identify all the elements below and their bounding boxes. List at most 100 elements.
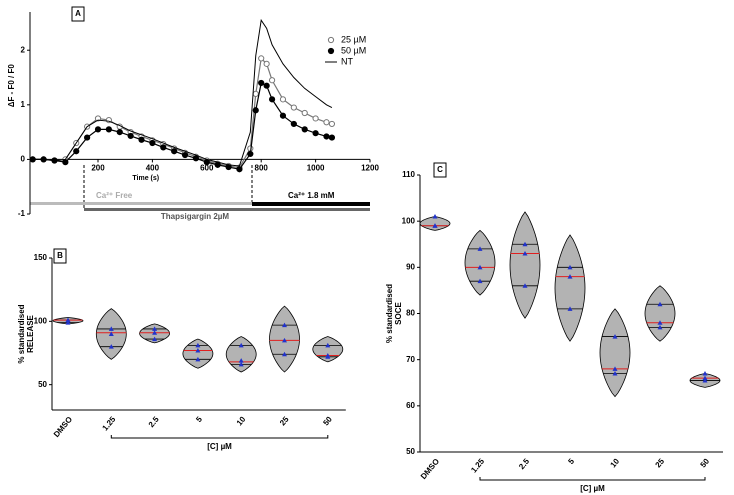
- y-tick-label: 0: [21, 155, 26, 164]
- data-point: [612, 334, 618, 339]
- y-axis-label: RELEASE: [26, 314, 35, 352]
- y-tick-label: 100: [34, 316, 48, 325]
- data-point: [702, 371, 708, 376]
- data-point: [567, 274, 573, 279]
- data-point: [328, 134, 336, 141]
- data-point: [282, 351, 287, 357]
- data-point: [432, 223, 438, 228]
- y-tick-label: 80: [406, 309, 415, 318]
- y-tick-label: 90: [406, 262, 415, 271]
- data-point: [238, 361, 244, 367]
- data-point: [657, 320, 663, 325]
- data-point: [279, 96, 287, 103]
- violin: [644, 285, 676, 342]
- x-tick-label: 1200: [361, 164, 379, 173]
- data-point: [62, 159, 69, 166]
- y-tick-label: 110: [402, 170, 415, 179]
- data-point: [152, 336, 158, 342]
- data-point: [325, 354, 331, 359]
- x-tick-label: 10: [609, 456, 622, 469]
- series-line: [32, 18, 333, 167]
- data-point: [657, 301, 663, 307]
- data-point: [325, 342, 331, 348]
- y-axis-label: SOCE: [394, 302, 403, 325]
- data-point: [312, 115, 319, 122]
- x-tick-label: 400: [146, 164, 160, 173]
- group-bracket: [110, 435, 329, 439]
- data-point: [195, 342, 201, 348]
- group-bracket: [479, 477, 706, 481]
- x-tick-label: 2.5: [517, 456, 531, 471]
- annotation: Thapsigargin 2µM: [161, 212, 230, 221]
- x-tick-label: 25: [654, 456, 667, 469]
- data-point: [522, 250, 528, 256]
- data-point: [192, 155, 200, 162]
- data-point: [84, 134, 91, 141]
- y-tick-label: 2: [21, 45, 26, 54]
- data-point: [152, 326, 158, 331]
- panel-label-box: [433, 162, 447, 178]
- legend-swatch: [327, 47, 335, 55]
- y-tick-label: 70: [406, 355, 415, 364]
- data-point: [195, 347, 201, 353]
- data-point: [65, 317, 71, 323]
- data-point: [116, 129, 123, 136]
- ca-free-bar: [30, 202, 252, 205]
- y-tick-label: -1: [18, 209, 26, 218]
- data-point: [258, 55, 265, 62]
- data-point: [181, 151, 189, 159]
- panel-label: A: [75, 9, 81, 18]
- x-tick-label: 5: [194, 414, 204, 424]
- panel-label-box: [71, 6, 85, 22]
- data-point: [171, 148, 178, 155]
- violin: [554, 234, 586, 342]
- data-point: [612, 366, 618, 371]
- data-point: [108, 331, 114, 336]
- x-tick-label: 2.5: [147, 414, 161, 429]
- data-point: [477, 246, 483, 251]
- group-label: [C] µM: [207, 442, 232, 451]
- x-tick-label: DMSO: [419, 457, 441, 481]
- data-point: [567, 306, 573, 311]
- data-point: [263, 82, 270, 89]
- data-point: [108, 344, 114, 349]
- y-tick-label: 150: [34, 253, 48, 262]
- x-tick-label: 200: [91, 164, 105, 173]
- data-point: [282, 337, 287, 343]
- panel-label-box: [53, 248, 67, 264]
- y-tick-label: 50: [406, 447, 415, 456]
- data-point: [282, 322, 287, 328]
- data-point: [73, 148, 80, 155]
- data-point: [301, 109, 308, 117]
- x-tick-label: 1.25: [101, 414, 118, 432]
- annotation: Ca²⁺ 1.8 mM: [288, 191, 335, 200]
- data-point: [268, 96, 276, 103]
- panel-label: C: [437, 165, 443, 174]
- data-point: [268, 77, 276, 84]
- data-point: [279, 112, 287, 119]
- ca-bar: [252, 202, 370, 206]
- data-point: [702, 375, 708, 381]
- y-axis-label: ΔF - F0 / F0: [7, 64, 16, 108]
- x-tick-label: 800: [255, 164, 269, 173]
- data-point: [127, 132, 134, 140]
- data-point: [477, 264, 483, 270]
- y-axis-label: % standardised: [17, 304, 26, 363]
- data-point: [301, 126, 308, 133]
- data-point: [258, 79, 265, 87]
- violin: [464, 229, 496, 296]
- data-point: [247, 150, 254, 158]
- x-tick-label: 50: [321, 414, 334, 427]
- violin: [182, 338, 214, 369]
- data-point: [160, 144, 167, 151]
- legend-swatch: [327, 36, 335, 44]
- y-tick-label: 100: [402, 216, 416, 225]
- y-axis-label: % standardised: [385, 284, 394, 343]
- y-tick-label: 1: [21, 100, 26, 109]
- data-point: [657, 324, 663, 330]
- x-tick-label: 25: [278, 414, 291, 427]
- data-point: [238, 358, 244, 363]
- data-point: [323, 133, 330, 140]
- data-point: [236, 166, 243, 173]
- data-point: [612, 371, 618, 376]
